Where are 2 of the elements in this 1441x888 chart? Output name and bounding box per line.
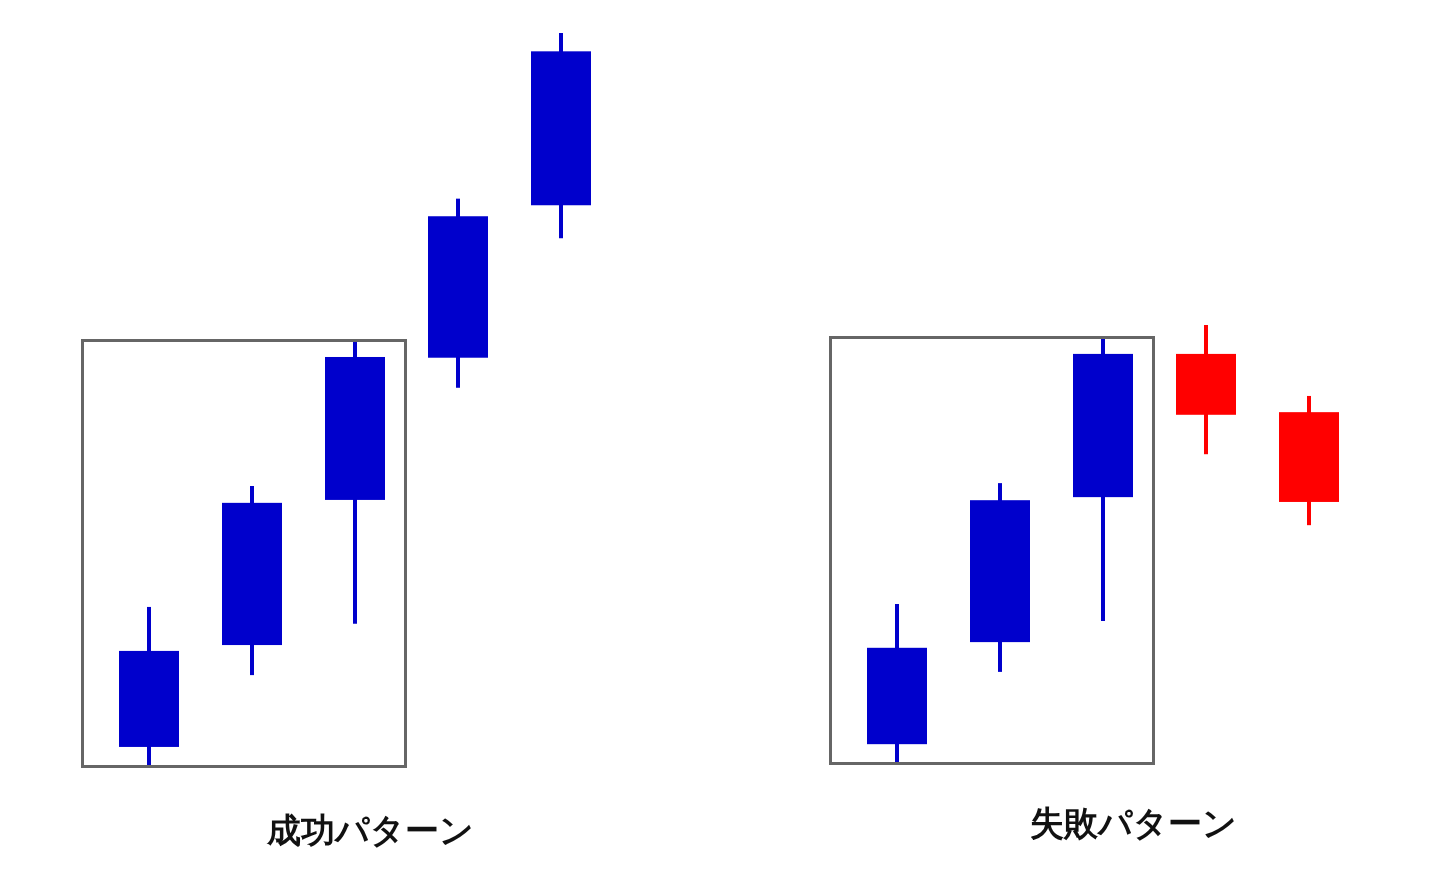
text: 失敗パターン xyxy=(1028,802,1238,845)
text: 成功パターン xyxy=(265,809,475,852)
